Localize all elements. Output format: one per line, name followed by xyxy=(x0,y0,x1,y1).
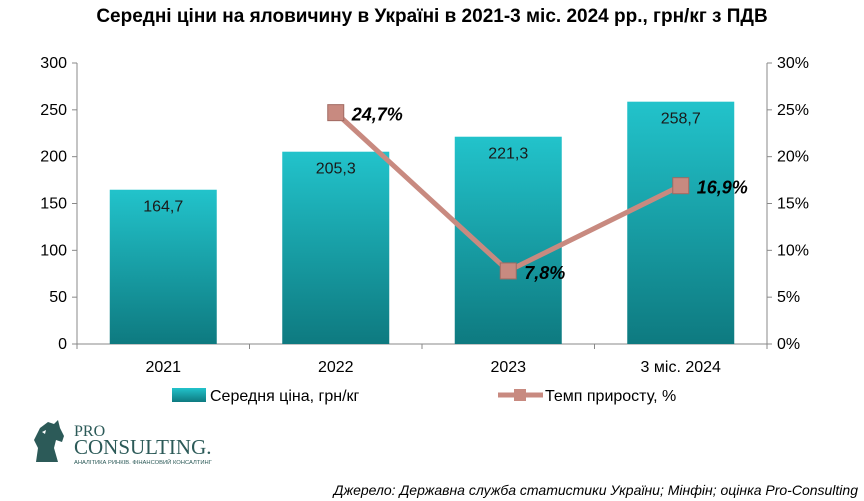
legend: Середня ціна, грн/кг Темп приросту, % xyxy=(172,388,676,405)
y-tick-label-right: 20% xyxy=(777,149,809,166)
y-tick-label-left: 300 xyxy=(40,55,67,72)
y-tick-label-right: 15% xyxy=(777,196,809,213)
horse-head-icon xyxy=(34,420,64,462)
y-tick-label-left: 50 xyxy=(49,289,67,306)
x-tick-label: 2021 xyxy=(145,359,181,376)
legend-swatch-bar xyxy=(172,388,206,402)
chart-title: Середні ціни на яловичину в Україні в 20… xyxy=(96,6,768,27)
logo-line2: CONSULTING. xyxy=(74,435,211,459)
pro-consulting-logo: PRO CONSULTING. АНАЛІТИКА РИНКІВ. ФІНАНС… xyxy=(28,418,228,468)
y-tick-label-left: 250 xyxy=(40,102,67,119)
legend-label-bar: Середня ціна, грн/кг xyxy=(210,388,360,405)
x-tick-label: 2023 xyxy=(490,359,526,376)
bar-value-label: 258,7 xyxy=(661,111,701,128)
growth-point xyxy=(672,177,690,195)
bar-value-label: 164,7 xyxy=(143,199,183,216)
legend-label-line: Темп приросту, % xyxy=(545,388,676,405)
bar xyxy=(109,189,217,344)
bar xyxy=(282,151,390,344)
growth-value-label: 24,7% xyxy=(351,105,403,125)
bar xyxy=(627,101,735,345)
y-tick-label-right: 5% xyxy=(777,289,800,306)
data-labels: 164,7 205,3 221,3 258,7 24,7% 7,8% 16,9% xyxy=(143,105,748,283)
growth-point xyxy=(327,104,345,122)
growth-point xyxy=(499,262,517,280)
x-tick-label: 3 міс. 2024 xyxy=(641,359,721,376)
legend-swatch-marker xyxy=(514,389,526,401)
y-tick-label-left: 0 xyxy=(58,336,67,353)
source-note: Джерело: Державна служба статистики Укра… xyxy=(333,482,858,498)
bar-value-label: 221,3 xyxy=(488,146,528,163)
y-tick-label-right: 30% xyxy=(777,55,809,72)
logo-tagline: АНАЛІТИКА РИНКІВ. ФІНАНСОВИЙ КОНСАЛТИНГ xyxy=(74,458,213,466)
y-tick-label-left: 150 xyxy=(40,196,67,213)
x-tick-label: 2022 xyxy=(318,359,354,376)
chart: 0 50 100 150 200 250 300 0% 5% 10% 15% 20% 25% 30% 202… xyxy=(40,55,809,405)
bar xyxy=(454,136,562,344)
bars xyxy=(109,101,735,345)
y-tick-label-right: 25% xyxy=(777,102,809,119)
growth-line xyxy=(327,104,690,280)
logo-line1: PRO xyxy=(74,423,105,440)
y-tick-label-left: 100 xyxy=(40,242,67,259)
y-tick-label-right: 10% xyxy=(777,242,809,259)
axes: 0 50 100 150 200 250 300 0% 5% 10% 15% 20% 25% 30% 202… xyxy=(40,55,809,376)
y-tick-label-left: 200 xyxy=(40,149,67,166)
growth-value-label: 16,9% xyxy=(697,178,748,198)
bar-value-label: 205,3 xyxy=(316,161,356,178)
growth-value-label: 7,8% xyxy=(524,263,565,283)
y-tick-label-right: 0% xyxy=(777,336,800,353)
